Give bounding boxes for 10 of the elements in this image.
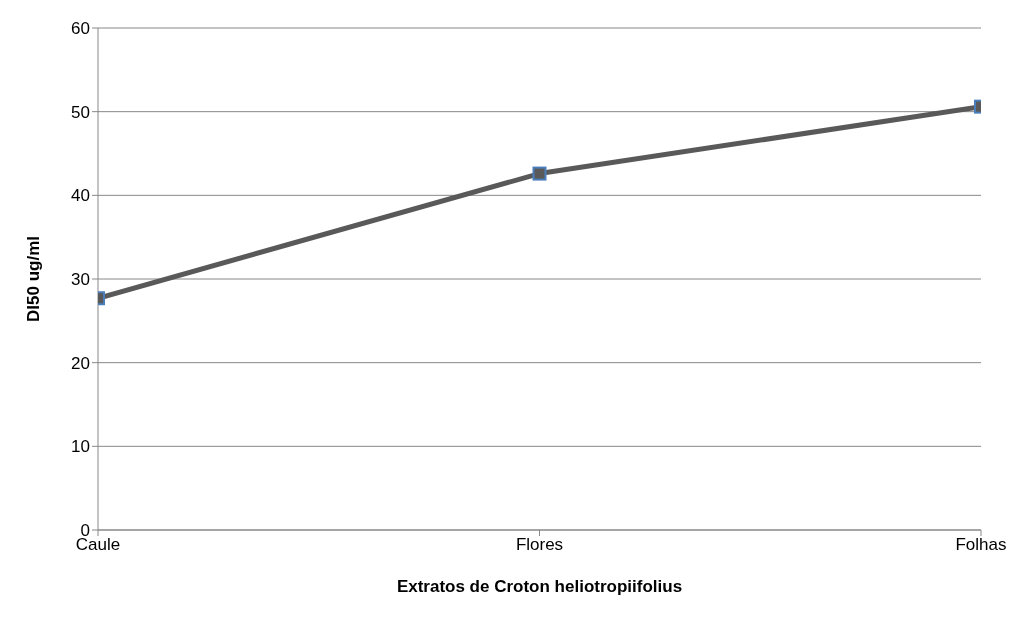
y-axis-title: DI50 ug/ml bbox=[24, 236, 44, 322]
x-tick-label: Folhas bbox=[955, 535, 1007, 555]
x-axis-title: Extratos de Croton heliotropiifolius bbox=[396, 577, 683, 596]
x-tick-label: Flores bbox=[515, 535, 564, 555]
y-tick-label: 30 bbox=[71, 270, 90, 290]
y-tick-label: 60 bbox=[71, 19, 90, 39]
y-tick-label: 40 bbox=[71, 186, 90, 206]
y-tick-label: 10 bbox=[71, 437, 90, 457]
y-tick-label: 50 bbox=[71, 102, 90, 122]
y-tick-label: 20 bbox=[71, 353, 90, 373]
